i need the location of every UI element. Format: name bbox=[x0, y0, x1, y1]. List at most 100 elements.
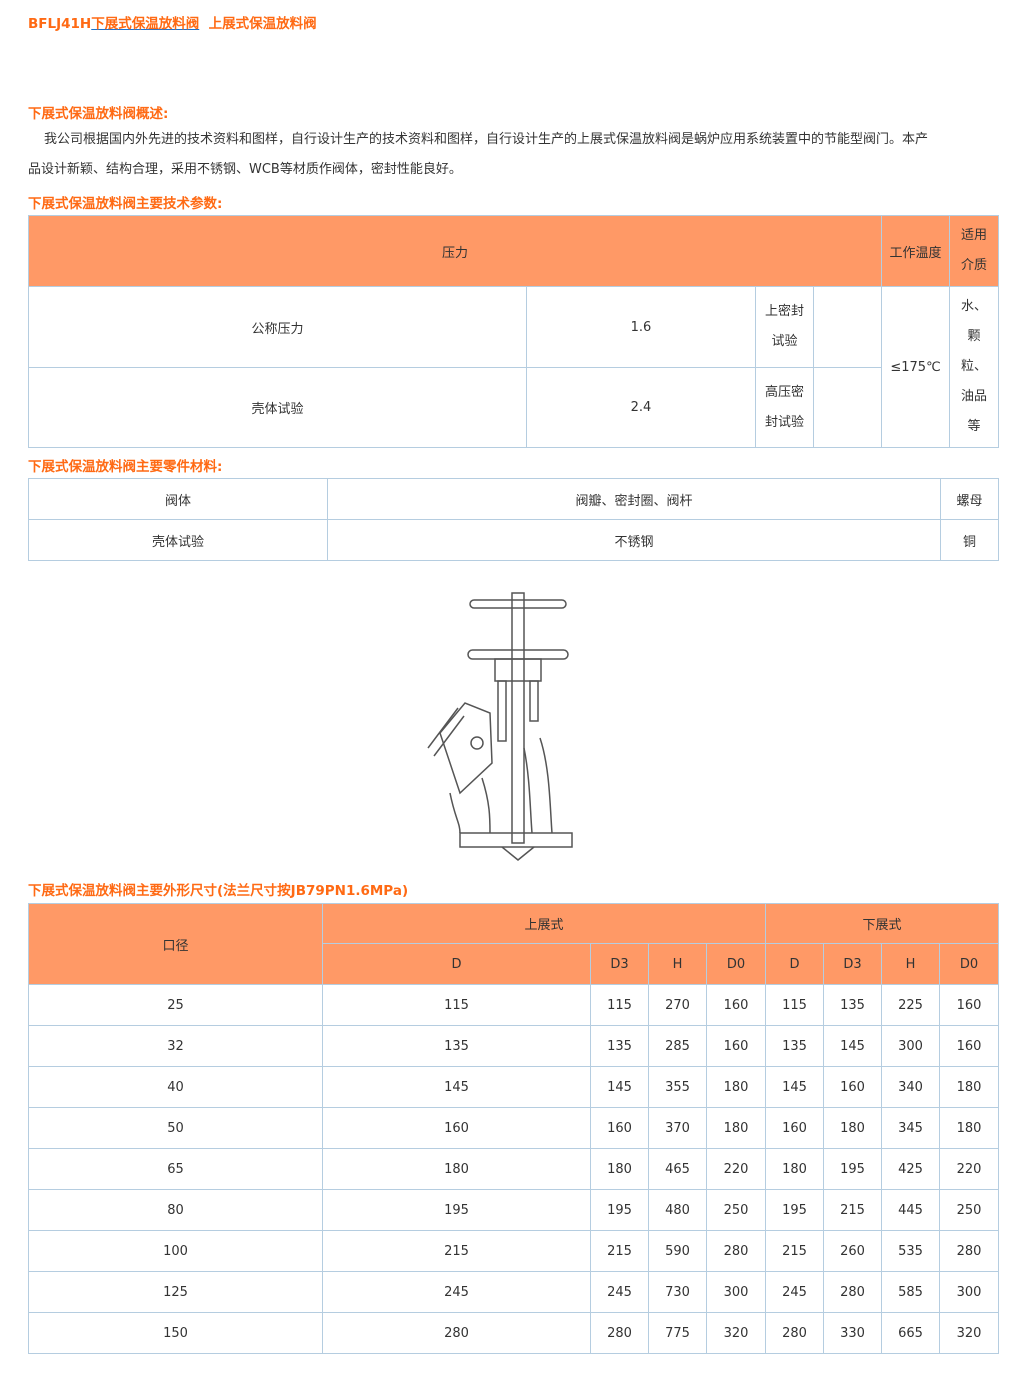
subheader-cell: D3 bbox=[823, 943, 883, 985]
table-cell: 225 bbox=[881, 984, 941, 1026]
table-cell: 135 bbox=[765, 1025, 825, 1067]
overview-text-1: 我公司根据国内外先进的技术资料和图样，自行设计生产的技术资料和图样，自行设计生产… bbox=[44, 132, 929, 147]
table-cell: 260 bbox=[823, 1230, 883, 1272]
table-cell: 40 bbox=[28, 1066, 323, 1108]
table-row: 32 135 135 285 160 135 145 300 160 bbox=[28, 1025, 1000, 1067]
table-cell: 32 bbox=[28, 1025, 323, 1067]
table-cell: 180 bbox=[322, 1148, 591, 1190]
table-cell: 180 bbox=[705, 1066, 767, 1108]
params-heading: 下展式保温放料阀主要技术参数: bbox=[28, 196, 223, 212]
table-cell: 135 bbox=[590, 1025, 649, 1067]
subheader-cell: D0 bbox=[705, 943, 767, 985]
table-cell: 25 bbox=[28, 984, 323, 1026]
table-cell: 100 bbox=[28, 1230, 323, 1272]
table-cell: 115 bbox=[590, 984, 649, 1026]
table-cell: 145 bbox=[322, 1066, 591, 1108]
model-code: BFLJ41H bbox=[28, 16, 92, 32]
table-cell: 195 bbox=[765, 1189, 825, 1231]
overview-heading: 下展式保温放料阀概述: bbox=[28, 106, 169, 122]
table-cell: 180 bbox=[939, 1066, 1000, 1108]
subheader-cell: H bbox=[648, 943, 707, 985]
table-cell: 535 bbox=[881, 1230, 941, 1272]
material-header: 阀瓣、密封圈、阀杆 bbox=[327, 478, 941, 520]
table-cell: 180 bbox=[590, 1148, 649, 1190]
table-cell: 50 bbox=[28, 1107, 323, 1149]
table-cell: 65 bbox=[28, 1148, 323, 1190]
table-cell: 370 bbox=[648, 1107, 707, 1149]
table-cell: 180 bbox=[823, 1107, 883, 1149]
hp-seal-test-label: 高压密 封试验 bbox=[755, 367, 814, 448]
upper-valve-label: 上展式保温放料阀 bbox=[208, 16, 317, 32]
table-cell: 220 bbox=[705, 1148, 767, 1190]
table-cell: 465 bbox=[648, 1148, 707, 1190]
table-cell: 135 bbox=[823, 984, 883, 1026]
table-cell: 250 bbox=[705, 1189, 767, 1231]
link-lower-valve[interactable]: 下展式保温放料阀 bbox=[91, 16, 200, 32]
table-row: 150 280 280 775 320 280 330 665 320 bbox=[28, 1312, 1000, 1354]
table-cell: 160 bbox=[765, 1107, 825, 1149]
table-cell: 330 bbox=[823, 1312, 883, 1354]
shell-test-label: 壳体试验 bbox=[28, 367, 527, 448]
table-cell: 280 bbox=[322, 1312, 591, 1354]
table-cell: 160 bbox=[939, 1025, 1000, 1067]
empty-cell bbox=[812, 286, 883, 368]
table-cell: 160 bbox=[823, 1066, 883, 1108]
material-cell: 壳体试验 bbox=[28, 519, 328, 561]
header-temp: 工作温度 bbox=[881, 215, 951, 287]
table-cell: 355 bbox=[648, 1066, 707, 1108]
table-cell: 180 bbox=[765, 1148, 825, 1190]
table-cell: 160 bbox=[705, 1025, 767, 1067]
table-cell: 445 bbox=[881, 1189, 941, 1231]
table-cell: 665 bbox=[881, 1312, 941, 1354]
material-cell: 铜 bbox=[940, 519, 999, 561]
table-cell: 425 bbox=[881, 1148, 941, 1190]
table-cell: 320 bbox=[705, 1312, 767, 1354]
subheader-cell: D bbox=[322, 943, 591, 985]
medium-value: 水、颗粒、 油品等 bbox=[949, 286, 1000, 448]
table-cell: 245 bbox=[590, 1271, 649, 1313]
table-cell: 115 bbox=[765, 984, 825, 1026]
table-row: 25 115 115 270 160 115 135 225 160 bbox=[28, 984, 1000, 1026]
table-cell: 125 bbox=[28, 1271, 323, 1313]
table-cell: 195 bbox=[590, 1189, 649, 1231]
valve-drawing bbox=[427, 592, 573, 861]
table-row: 125 245 245 730 300 245 280 585 300 bbox=[28, 1271, 1000, 1313]
table-cell: 180 bbox=[705, 1107, 767, 1149]
header-lower: 下展式 bbox=[765, 903, 1000, 944]
table-cell: 590 bbox=[648, 1230, 707, 1272]
table-row: 50 160 160 370 180 160 180 345 180 bbox=[28, 1107, 1000, 1149]
table-cell: 160 bbox=[705, 984, 767, 1026]
table-cell: 145 bbox=[823, 1025, 883, 1067]
empty-cell bbox=[812, 367, 883, 448]
table-cell: 280 bbox=[823, 1271, 883, 1313]
table-cell: 280 bbox=[939, 1230, 1000, 1272]
table-cell: 345 bbox=[881, 1107, 941, 1149]
temp-value: ≤175℃ bbox=[881, 286, 951, 448]
subheader-cell: H bbox=[881, 943, 941, 985]
table-cell: 145 bbox=[590, 1066, 649, 1108]
nominal-pressure-label: 公称压力 bbox=[28, 286, 527, 368]
table-cell: 195 bbox=[322, 1189, 591, 1231]
table-cell: 730 bbox=[648, 1271, 707, 1313]
table-cell: 215 bbox=[823, 1189, 883, 1231]
table-cell: 340 bbox=[881, 1066, 941, 1108]
table-cell: 160 bbox=[939, 984, 1000, 1026]
table-cell: 585 bbox=[881, 1271, 941, 1313]
params-table: 压力 工作温度 适用 介质 公称压力 1.6 上密封 试验 ≤175℃ 水、颗粒、 油品等 壳… bbox=[27, 215, 1000, 448]
table-cell: 480 bbox=[648, 1189, 707, 1231]
table-cell: 300 bbox=[705, 1271, 767, 1313]
table-cell: 80 bbox=[28, 1189, 323, 1231]
table-cell: 160 bbox=[322, 1107, 591, 1149]
material-header: 螺母 bbox=[940, 478, 999, 520]
header-upper: 上展式 bbox=[321, 903, 767, 944]
table-cell: 285 bbox=[648, 1025, 707, 1067]
table-cell: 775 bbox=[648, 1312, 707, 1354]
table-row: 100 215 215 590 280 215 260 535 280 bbox=[28, 1230, 1000, 1272]
subheader-cell: D0 bbox=[939, 943, 1000, 985]
dims-table: 口径 上展式 下展式 D D3 H D0 D D3 H D0 25 115 115 270 160 115 1… bbox=[28, 903, 1000, 1354]
table-row: 40 145 145 355 180 145 160 340 180 bbox=[28, 1066, 1000, 1108]
table-cell: 320 bbox=[939, 1312, 1000, 1354]
material-cell: 不锈钢 bbox=[327, 519, 941, 561]
table-cell: 280 bbox=[765, 1312, 825, 1354]
